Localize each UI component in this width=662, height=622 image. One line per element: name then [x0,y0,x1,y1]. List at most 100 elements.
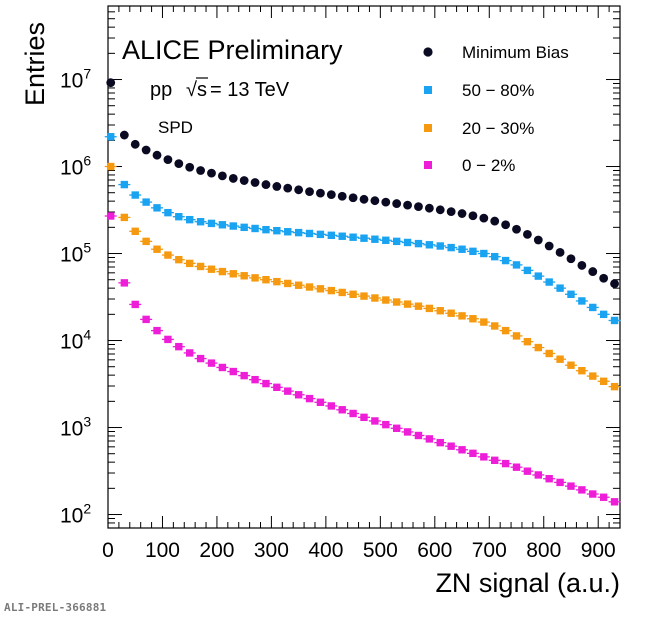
data-point [196,166,205,175]
data-point [196,262,205,271]
data-point [240,223,248,232]
data-point [447,309,455,317]
data-point [556,478,564,487]
data-point [447,243,455,252]
data-point [370,196,380,206]
data-point [501,326,510,335]
data-point [403,428,412,436]
data-point [371,417,379,425]
data-point [533,235,543,245]
data-point [251,375,259,384]
data-point [414,239,423,248]
data-point [512,463,521,471]
data-point [479,213,489,223]
data-point [480,453,488,461]
data-point [175,255,183,264]
data-point [523,266,532,275]
data-point [480,249,488,258]
data-point [153,245,161,253]
data-point [107,162,115,171]
data-point [294,281,303,289]
data-point [305,283,314,291]
data-point [577,261,587,270]
legend-marker [423,47,433,57]
data-point [218,363,227,372]
data-point [207,168,216,178]
data-point [251,224,259,233]
legend: Minimum Bias 50 − 80% 20 − 30% 0 − 2% [423,43,569,175]
data-point [207,219,216,228]
data-point [403,238,412,247]
data-point [142,315,150,324]
x-tick-label: 800 [526,539,561,562]
data-point [359,194,369,204]
data-point [414,431,423,440]
x-tick-label: 600 [417,539,452,562]
data-point [544,241,554,251]
data-point [534,272,542,280]
data-point [360,292,368,300]
x-tick-label: 500 [363,539,398,562]
data-point [120,180,129,189]
data-point [305,229,314,238]
data-point [284,279,292,288]
legend-label: 20 − 30% [462,119,534,138]
axes: 0 100 200 300 400 500 600 700 800 900 102 103 104 105… [60,5,621,562]
data-point [436,438,444,447]
data-point [196,354,205,363]
data-point [523,229,532,239]
data-point [392,199,402,208]
data-point [273,226,281,235]
data-point [262,379,270,388]
y-tick-label: 104 [60,327,91,354]
data-point [131,191,139,199]
series-group [104,133,621,325]
data-point [610,498,619,506]
data-point [338,406,346,414]
data-point [207,265,216,273]
data-point [294,185,304,195]
legend-label: 0 − 2% [462,156,515,175]
legend-label: 50 − 80% [462,81,534,100]
data-point [316,398,325,406]
data-point [152,150,162,160]
data-point [371,294,379,302]
data-point [164,251,172,259]
energy-label: = 13 TeV [210,79,290,101]
data-point [240,272,248,280]
data-point [349,233,357,241]
data-marks [104,78,621,506]
data-point [196,218,205,226]
data-point [283,183,293,193]
data-point [578,297,586,305]
data-point [589,490,597,498]
detector-label: SPD [158,118,193,137]
series-group [104,212,621,506]
data-point [599,493,608,501]
data-point [501,256,510,265]
data-point [446,207,456,217]
data-point [589,303,597,312]
data-point [403,200,412,210]
data-point [555,248,565,257]
data-point [447,442,455,450]
data-point [239,176,249,185]
data-point [120,279,129,287]
data-point [589,372,597,380]
y-tick-label: 105 [60,240,91,267]
data-point [316,285,325,293]
data-point [392,237,401,246]
data-point [382,420,390,429]
data-point [360,413,368,422]
collision-label: pp [150,79,172,101]
y-tick-label: 106 [60,153,91,180]
data-point [458,245,466,253]
data-point [218,221,227,229]
data-point [163,155,173,165]
data-point [491,322,499,330]
data-point [106,78,116,88]
data-point [141,145,151,155]
data-point [327,231,336,239]
x-axis-label: ZN signal (a.u.) [435,568,620,598]
data-point [425,304,434,313]
